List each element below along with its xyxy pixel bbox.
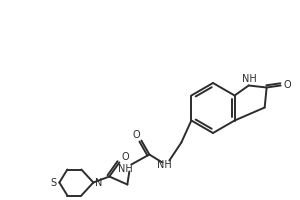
Text: NH: NH (242, 73, 257, 84)
Text: NH: NH (157, 160, 172, 170)
Text: O: O (133, 130, 140, 140)
Text: N: N (95, 178, 102, 188)
Text: O: O (284, 80, 292, 90)
Text: O: O (122, 152, 129, 162)
Text: NH: NH (118, 164, 133, 173)
Text: S: S (50, 178, 56, 188)
